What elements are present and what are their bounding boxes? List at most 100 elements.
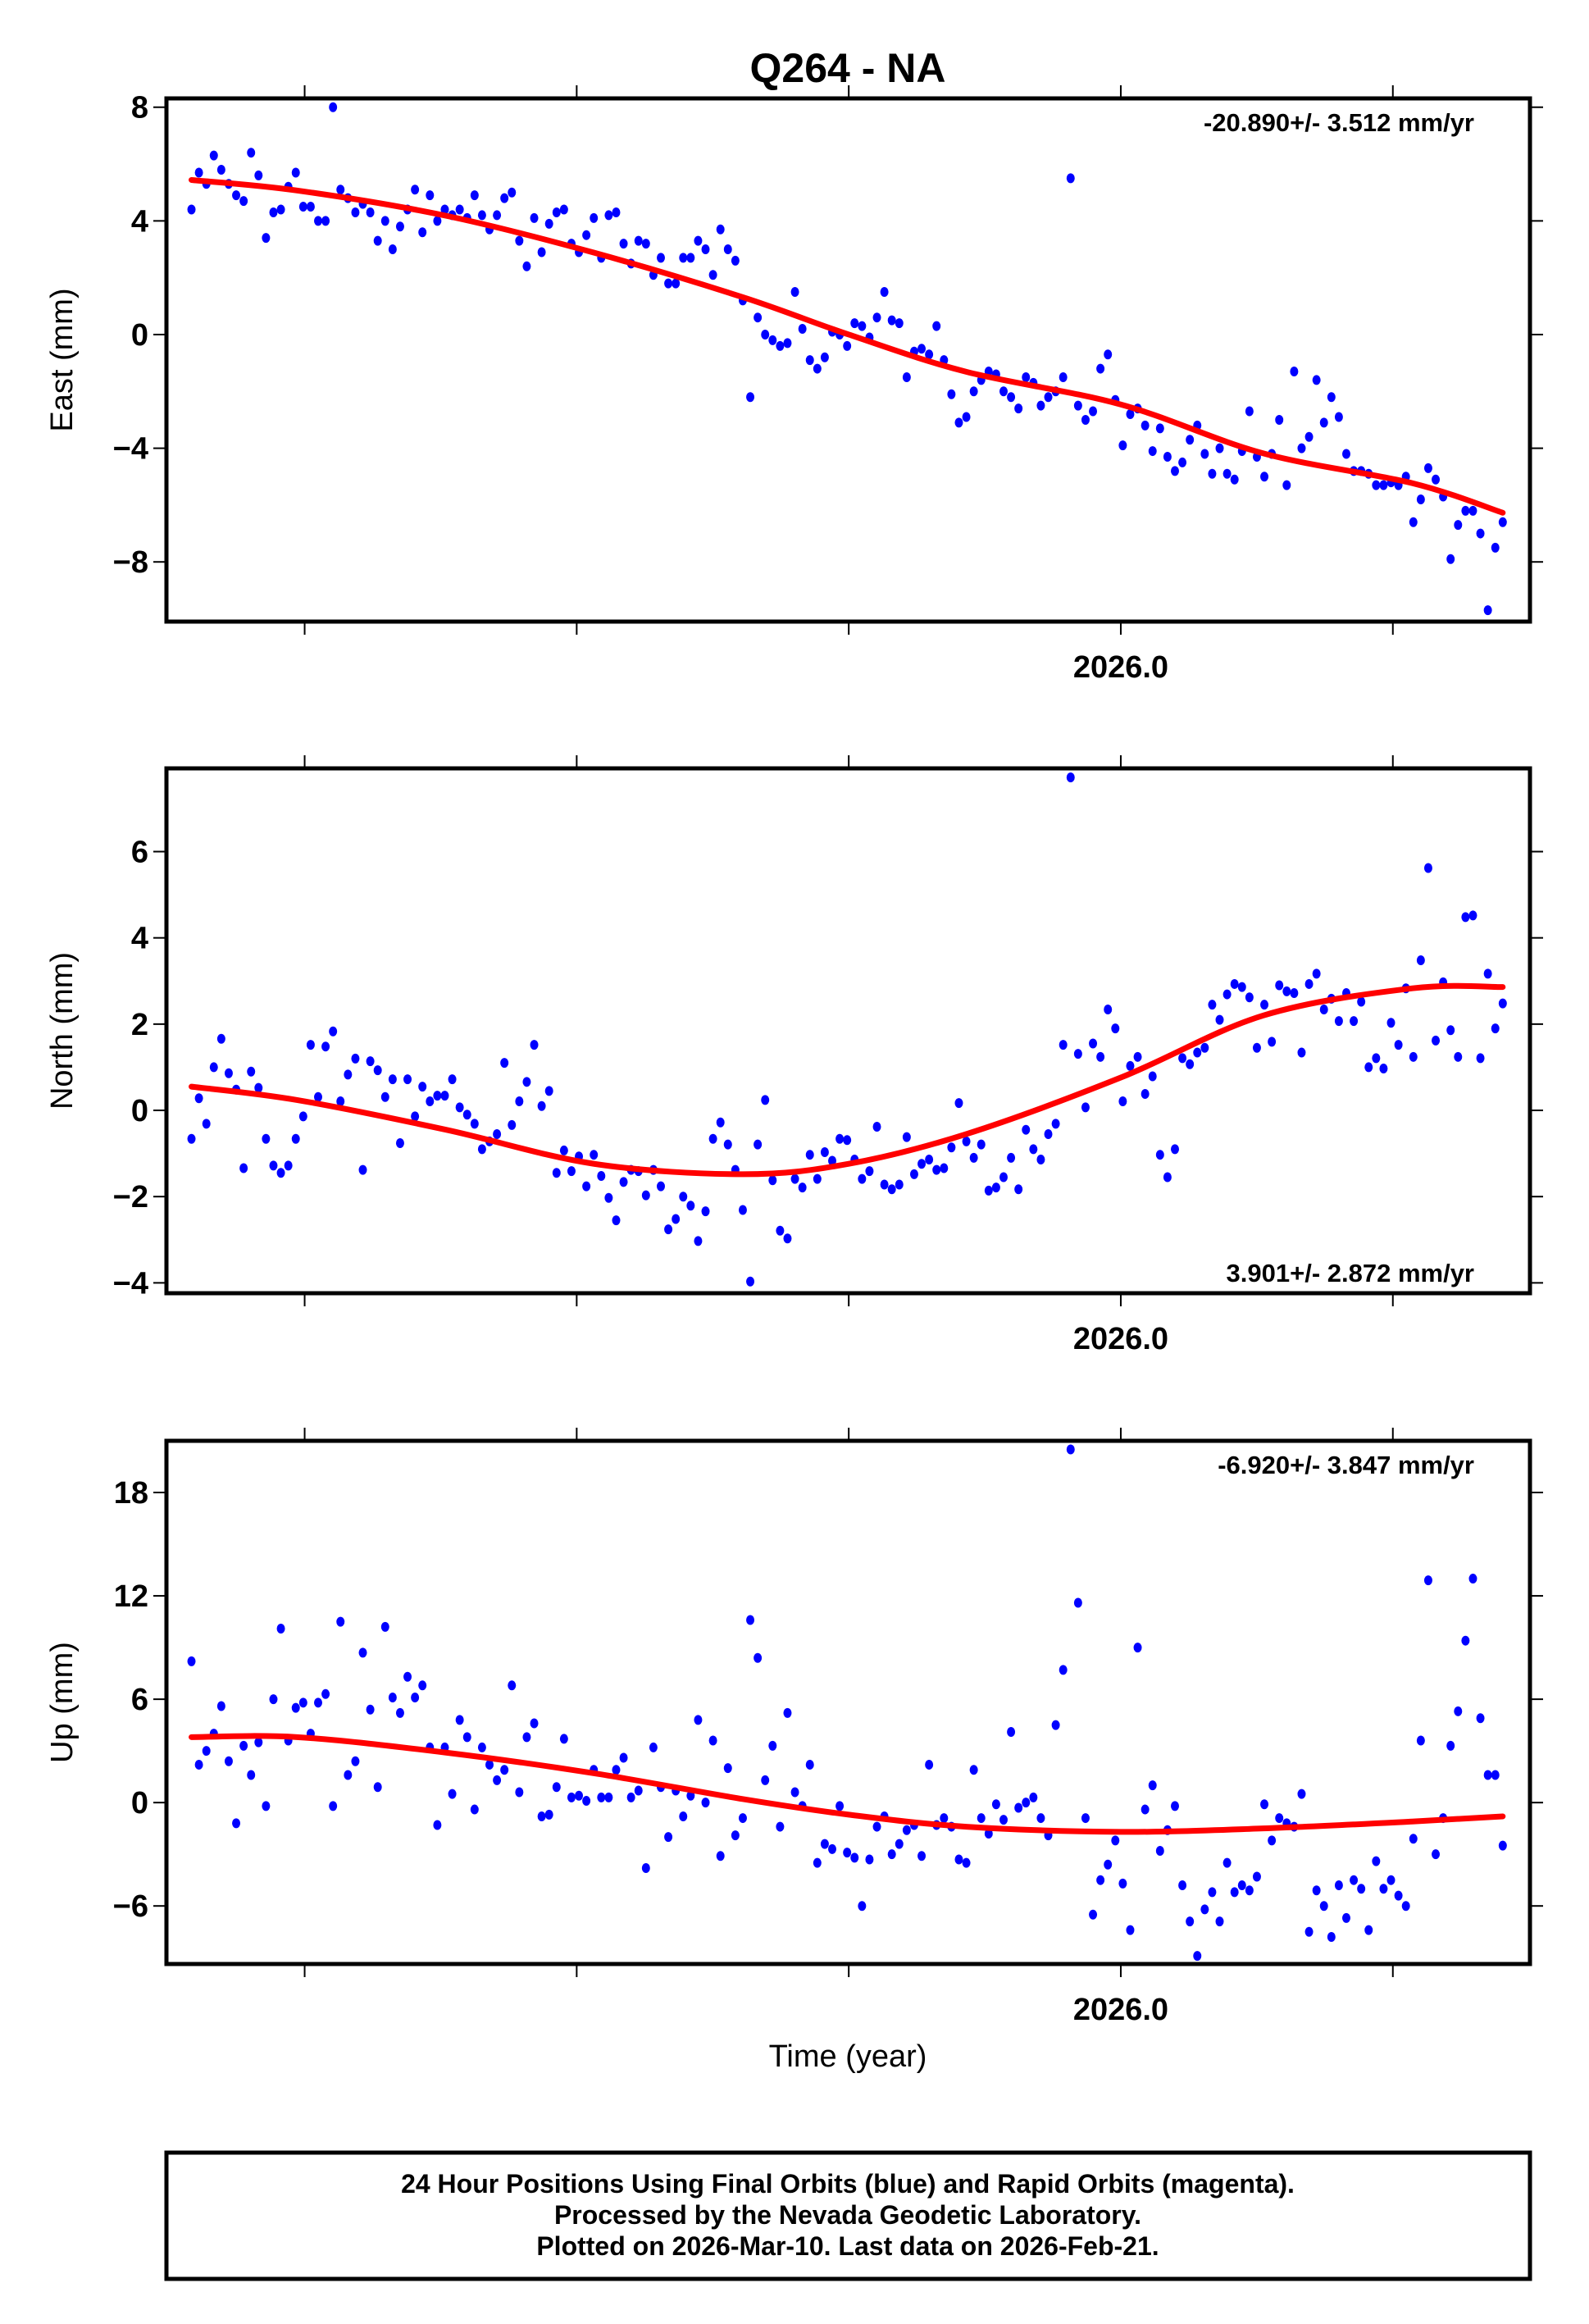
data-point (411, 1693, 420, 1703)
data-point (1059, 1040, 1068, 1050)
data-point (1155, 423, 1164, 434)
data-point (1364, 1925, 1373, 1935)
data-point (1073, 1597, 1082, 1608)
data-point (455, 204, 464, 215)
data-point (1409, 1834, 1418, 1844)
data-point (1148, 446, 1157, 457)
data-point (657, 1181, 666, 1192)
data-point (291, 1702, 300, 1713)
data-point (544, 1086, 553, 1096)
data-point (991, 1183, 1000, 1193)
data-point (1007, 1152, 1016, 1163)
data-point (790, 1787, 799, 1798)
data-point (1268, 1835, 1277, 1846)
data-point (1290, 367, 1299, 377)
data-point (664, 1224, 673, 1235)
data-point (962, 1857, 971, 1868)
data-point (701, 1206, 710, 1217)
data-point (694, 235, 703, 246)
data-point (462, 1110, 471, 1120)
data-point (202, 1746, 211, 1757)
data-point (1029, 1144, 1038, 1155)
data-point (679, 1192, 688, 1202)
data-point (1372, 1856, 1381, 1866)
data-point (1200, 1042, 1209, 1053)
data-point (813, 1857, 822, 1868)
data-point (954, 1854, 963, 1865)
data-point (1215, 1014, 1224, 1025)
data-point (909, 1169, 918, 1179)
data-point (344, 1770, 353, 1780)
data-point (247, 148, 256, 158)
data-point (1379, 1884, 1388, 1894)
data-point (537, 1100, 546, 1111)
data-point (843, 1848, 852, 1858)
data-point (925, 349, 934, 360)
data-point (619, 239, 628, 249)
data-point (1178, 457, 1187, 467)
data-point (895, 1839, 904, 1849)
data-point (254, 1082, 263, 1093)
data-point (954, 1098, 963, 1109)
data-point (1096, 1875, 1105, 1885)
data-point (902, 1825, 911, 1835)
data-point (969, 386, 978, 397)
data-point (1014, 1802, 1023, 1813)
data-point (187, 1133, 196, 1144)
data-point (232, 1818, 241, 1829)
data-point (858, 321, 867, 331)
data-point (373, 235, 382, 246)
data-point (1304, 1926, 1314, 1937)
data-point (1260, 1000, 1269, 1010)
data-point (1036, 1813, 1045, 1824)
data-point (858, 1173, 867, 1184)
data-point (612, 1215, 621, 1226)
data-point (1297, 1047, 1306, 1058)
data-point (1498, 517, 1507, 527)
data-point (776, 1225, 785, 1236)
data-point (455, 1715, 464, 1725)
data-point (790, 1173, 799, 1184)
data-point (641, 1862, 650, 1873)
data-point (612, 1765, 621, 1775)
data-point (269, 207, 278, 217)
data-point (1341, 1912, 1350, 1923)
data-point (366, 207, 375, 217)
data-point (373, 1782, 382, 1793)
data-point (1446, 554, 1455, 564)
data-point (1319, 1004, 1328, 1014)
data-point (1186, 435, 1195, 445)
data-point (604, 210, 613, 221)
data-point (1222, 1857, 1232, 1868)
east-axis-label: East (mm) (45, 288, 80, 431)
data-point (552, 207, 561, 217)
data-point (508, 1680, 517, 1691)
data-point (187, 204, 196, 215)
data-point (657, 253, 666, 263)
data-point (269, 1160, 278, 1171)
data-point (1178, 1053, 1187, 1064)
data-point (254, 170, 263, 180)
data-point (1163, 1172, 1172, 1183)
data-point (1275, 1813, 1284, 1824)
data-point (1416, 955, 1425, 966)
data-point (1215, 443, 1224, 453)
data-point (634, 235, 643, 246)
data-point (373, 1065, 382, 1076)
data-point (805, 1150, 814, 1160)
data-point (306, 1040, 315, 1050)
data-point (1215, 1916, 1224, 1927)
y-tick-label: −2 (113, 1180, 148, 1214)
data-point (827, 1843, 836, 1854)
data-point (582, 1796, 591, 1807)
data-point (500, 1058, 509, 1069)
data-point (336, 185, 345, 195)
data-point (1297, 443, 1306, 453)
data-point (843, 340, 852, 351)
data-point (537, 1811, 546, 1821)
data-point (477, 1144, 486, 1155)
y-tick-label: 0 (131, 318, 148, 353)
data-point (813, 363, 822, 374)
data-point (1089, 1909, 1098, 1920)
data-point (1089, 406, 1098, 417)
